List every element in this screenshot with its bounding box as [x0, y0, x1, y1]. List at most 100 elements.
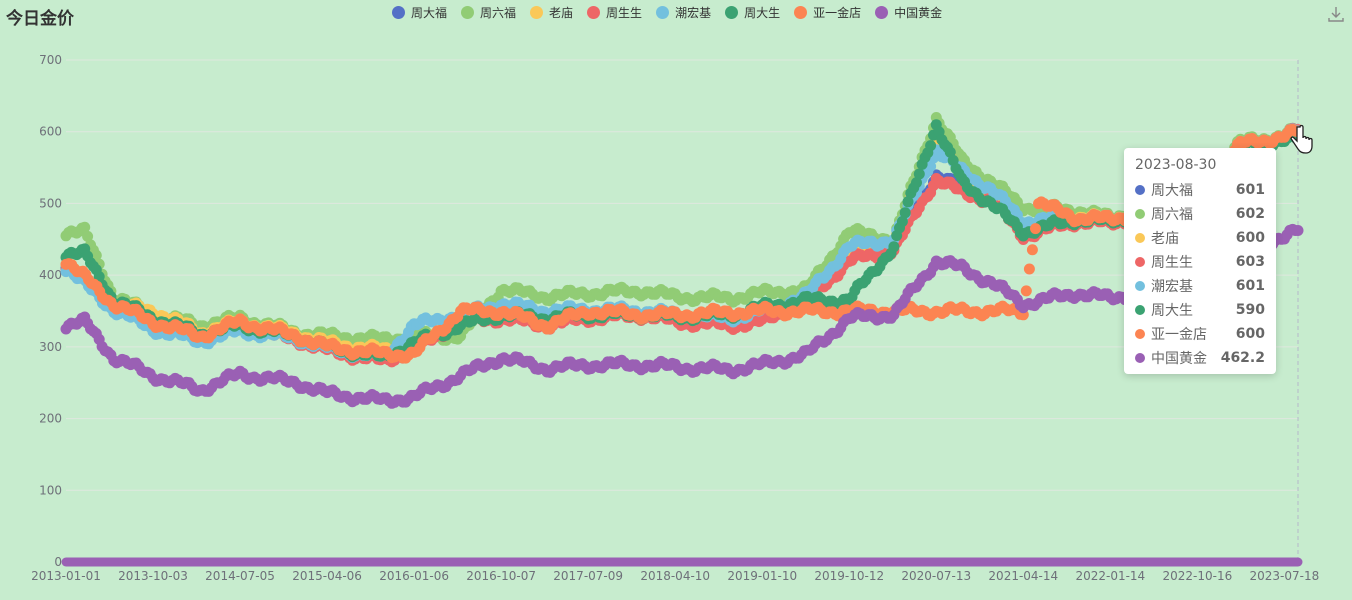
legend-marker: [725, 6, 739, 19]
tooltip-row: 老庙 600: [1135, 228, 1265, 248]
data-point: [899, 207, 911, 219]
tooltip-value: 590: [1235, 302, 1265, 318]
x-tick-label: 2016-10-07: [466, 569, 536, 583]
data-point: [90, 249, 102, 261]
x-tick-label: 2022-01-14: [1075, 569, 1145, 583]
x-tick-label: 2022-10-16: [1162, 569, 1232, 583]
tooltip-row: 亚一金店 600: [1135, 324, 1265, 344]
tooltip-series-name: 亚一金店: [1151, 327, 1207, 343]
legend: 周大福 周六福 老庙 周生生 潮宏基 周大生 亚一金店 中国黄金: [392, 4, 942, 21]
data-point: [1030, 223, 1041, 235]
tooltip-marker: [1135, 281, 1145, 291]
legend-item[interactable]: 周大生: [725, 4, 780, 21]
legend-item[interactable]: 周六福: [461, 4, 516, 21]
data-point: [82, 230, 94, 242]
data-point: [896, 216, 908, 227]
data-point: [902, 196, 914, 208]
legend-label: 老庙: [549, 6, 574, 20]
tooltip-marker: [1135, 329, 1145, 339]
tooltip-date: 2023-08-30: [1135, 157, 1217, 173]
legend-label: 潮宏基: [675, 6, 712, 20]
legend-item[interactable]: 老庙: [530, 4, 573, 21]
tooltip-marker: [1135, 257, 1145, 267]
x-tick-label: 2023-07-18: [1250, 569, 1320, 583]
legend-marker: [530, 6, 544, 19]
data-point: [1292, 225, 1304, 236]
legend-label: 周大生: [744, 6, 781, 20]
download-icon[interactable]: [1328, 6, 1344, 22]
x-tick-label: 2021-04-14: [988, 569, 1058, 583]
tooltip-series-name: 周生生: [1151, 255, 1193, 271]
tooltip-series-name: 中国黄金: [1151, 351, 1207, 367]
y-tick-label: 0: [54, 555, 62, 569]
legend-item[interactable]: 亚一金店: [794, 4, 861, 21]
y-tick-label: 500: [39, 196, 62, 210]
hand-cursor-icon: [1290, 124, 1313, 154]
legend-marker: [794, 6, 808, 19]
y-tick-label: 100: [39, 483, 62, 497]
y-tick-label: 200: [39, 412, 62, 426]
tooltip-row: 周大福 601: [1135, 180, 1265, 200]
y-tick-label: 600: [39, 125, 62, 139]
data-point: [925, 140, 937, 152]
legend-label: 中国黄金: [894, 6, 943, 20]
legend-item[interactable]: 周生生: [587, 4, 642, 21]
x-tick-label: 2019-01-10: [727, 569, 797, 583]
x-tick-label: 2016-01-06: [379, 569, 449, 583]
chart-title: 今日金价: [6, 9, 74, 29]
legend-label: 亚一金店: [813, 6, 862, 20]
legend-label: 周六福: [480, 6, 517, 20]
x-tick-label: 2017-07-09: [553, 569, 623, 583]
legend-label: 周生生: [606, 6, 643, 20]
tooltip-row: 周大生 590: [1135, 300, 1265, 320]
data-point: [925, 160, 937, 172]
tooltip-marker: [1135, 233, 1145, 243]
legend-label: 周大福: [411, 6, 448, 20]
tooltip-value: 600: [1235, 230, 1265, 246]
x-tick-label: 2018-04-10: [640, 569, 710, 583]
tooltip: 2023-08-30 周大福 601 周六福 602 老庙 600 周生生 603 潮宏基 601…: [1124, 148, 1276, 374]
tooltip-row: 周生生 603: [1135, 252, 1265, 272]
legend-item[interactable]: 周大福: [392, 4, 447, 21]
x-tick-label: 2013-10-03: [118, 569, 188, 583]
data-point: [1020, 285, 1032, 297]
tooltip-marker: [1135, 353, 1145, 363]
data-point: [913, 168, 925, 180]
tooltip-value: 601: [1235, 278, 1265, 294]
y-tick-label: 300: [39, 340, 62, 354]
tooltip-row: 潮宏基 601: [1135, 276, 1265, 296]
tooltip-series-name: 周大福: [1151, 183, 1193, 199]
y-tick-label: 700: [39, 53, 62, 67]
tooltip-row: 中国黄金 462.2: [1135, 348, 1265, 368]
tooltip-series-name: 潮宏基: [1151, 279, 1193, 295]
tooltip-value: 603: [1235, 254, 1265, 270]
x-tick-label: 2020-07-13: [901, 569, 971, 583]
legend-marker: [875, 6, 889, 19]
tooltip-series-name: 周大生: [1151, 303, 1193, 319]
tooltip-marker: [1135, 305, 1145, 315]
tooltip-value: 601: [1235, 182, 1265, 198]
legend-item[interactable]: 中国黄金: [875, 4, 942, 21]
legend-marker: [587, 6, 601, 19]
data-point: [1026, 244, 1038, 256]
x-tick-label: 2014-07-05: [205, 569, 275, 583]
legend-marker: [656, 6, 670, 19]
data-point: [888, 241, 900, 253]
data-point: [79, 221, 91, 233]
legend-item[interactable]: 潮宏基: [656, 4, 711, 21]
x-tick-label: 2019-10-12: [814, 569, 884, 583]
tooltip-value: 462.2: [1220, 350, 1265, 366]
tooltip-marker: [1135, 209, 1145, 219]
tooltip-series-name: 老庙: [1151, 231, 1179, 247]
data-point: [1023, 263, 1035, 275]
tooltip-value: 600: [1235, 326, 1265, 342]
legend-marker: [392, 6, 405, 19]
legend-marker: [461, 6, 475, 19]
x-tick-label: 2013-01-01: [31, 569, 101, 583]
x-tick-label: 2015-04-06: [292, 569, 362, 583]
y-tick-label: 400: [39, 268, 62, 282]
tooltip-value: 602: [1235, 206, 1265, 222]
tooltip-row: 周六福 602: [1135, 204, 1265, 224]
data-point: [911, 177, 922, 189]
